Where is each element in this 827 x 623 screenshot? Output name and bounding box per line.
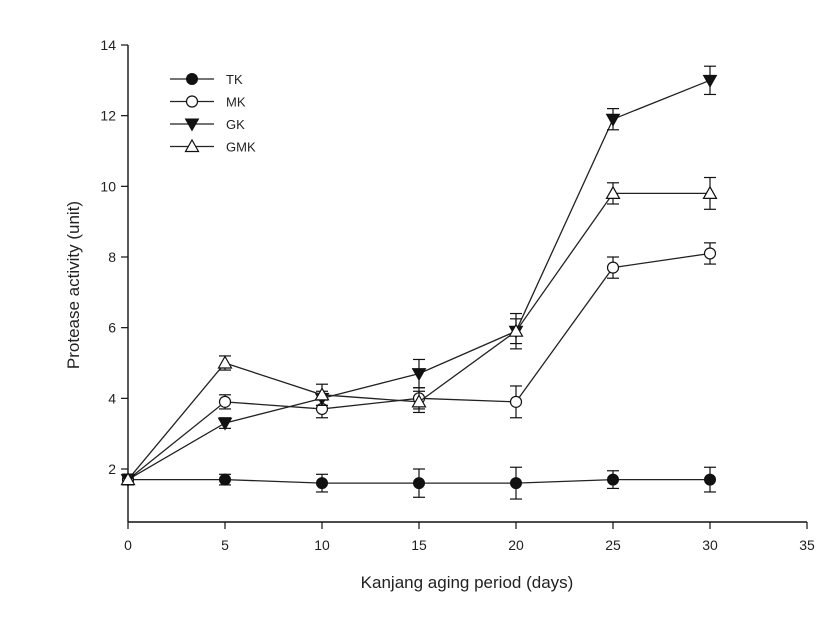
data-point-tk xyxy=(219,473,231,486)
y-tick-label: 10 xyxy=(100,178,116,194)
legend-label-gk: GK xyxy=(226,117,245,132)
data-point-gmk xyxy=(702,185,718,199)
series-line-gmk xyxy=(127,192,710,481)
x-tick-label: 20 xyxy=(508,537,524,553)
x-tick-label: 10 xyxy=(314,537,330,553)
data-point-gk xyxy=(217,417,233,431)
series-layer xyxy=(120,65,718,500)
series-gk xyxy=(120,65,718,488)
data-point-mk xyxy=(606,261,620,274)
series-tk xyxy=(122,466,716,500)
legend-label-mk: MK xyxy=(226,95,246,110)
x-tick-label: 25 xyxy=(605,537,621,553)
x-tick-label: 35 xyxy=(799,537,815,553)
x-tick-label: 5 xyxy=(221,537,229,553)
data-point-tk xyxy=(510,477,522,490)
data-point-tk xyxy=(607,473,619,486)
data-point-gmk xyxy=(508,323,524,337)
y-tick-label: 8 xyxy=(108,249,116,265)
data-point-gk xyxy=(702,74,718,88)
x-axis-title: Kanjang aging period (days) xyxy=(361,573,574,592)
data-point-tk xyxy=(413,477,425,490)
legend-item-gk: GK xyxy=(170,117,245,132)
data-point-gmk xyxy=(120,471,136,486)
data-point-mk xyxy=(218,395,232,408)
y-tick-label: 14 xyxy=(100,37,116,53)
y-tick-label: 12 xyxy=(100,108,116,124)
y-tick-label: 4 xyxy=(108,390,116,406)
data-point-gk xyxy=(605,113,621,127)
y-tick-label: 6 xyxy=(108,320,116,336)
data-point-gmk xyxy=(217,355,233,369)
legend-item-gmk: GMK xyxy=(170,138,256,155)
data-point-gmk xyxy=(411,394,427,408)
legend-label-gmk: GMK xyxy=(226,140,256,155)
data-point-gmk xyxy=(314,387,330,401)
x-tick-label: 30 xyxy=(702,537,718,553)
y-axis-title: Protease activity (unit) xyxy=(64,201,83,369)
legend: TK MK GK GMK xyxy=(170,72,256,155)
x-tick-label: 15 xyxy=(411,537,427,553)
legend-marker-tk xyxy=(186,73,198,85)
series-gmk xyxy=(120,176,718,486)
x-tick-label: 0 xyxy=(124,537,132,553)
series-line-gk xyxy=(127,79,711,481)
data-point-gk xyxy=(411,368,427,382)
data-point-mk xyxy=(509,395,523,408)
legend-marker-gmk xyxy=(184,138,200,153)
data-point-mk xyxy=(703,247,717,260)
y-tick-label: 2 xyxy=(108,461,116,477)
data-point-gmk xyxy=(605,185,621,199)
legend-label-tk: TK xyxy=(226,72,243,87)
data-point-tk xyxy=(316,477,328,490)
legend-item-tk: TK xyxy=(170,72,243,87)
axes: 0 5 10 15 20 25 30 35 2 4 6 8 10 12 14 xyxy=(100,37,815,553)
legend-item-mk: MK xyxy=(170,95,246,110)
data-point-tk xyxy=(704,473,716,486)
legend-marker-gk xyxy=(184,118,200,132)
legend-marker-mk xyxy=(185,95,199,108)
